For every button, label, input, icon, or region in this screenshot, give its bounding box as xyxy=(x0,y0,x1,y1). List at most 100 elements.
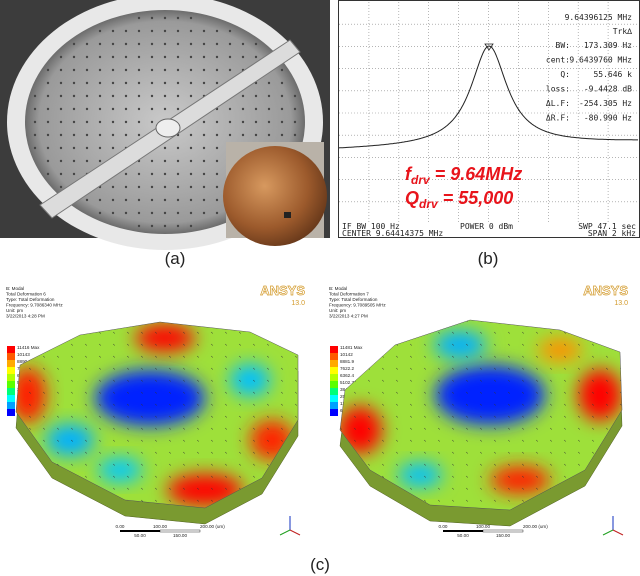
hole xyxy=(60,121,62,123)
legend-swatch xyxy=(330,388,338,395)
hole-mark xyxy=(634,368,636,370)
hole xyxy=(73,82,75,84)
hole-mark xyxy=(606,500,608,502)
hole xyxy=(86,147,88,149)
hole xyxy=(60,134,62,136)
hole-mark xyxy=(340,320,342,322)
scale-bar xyxy=(443,530,483,532)
legend-swatch xyxy=(7,360,15,367)
hole xyxy=(60,95,62,97)
sim-header: Unit: pm xyxy=(329,308,346,313)
hole xyxy=(229,134,231,136)
footer: CENTER 9.64414375 MHz xyxy=(342,229,443,238)
hole xyxy=(99,212,101,214)
hole xyxy=(112,30,114,32)
hole-mark xyxy=(603,320,605,322)
hole xyxy=(99,30,101,32)
hole xyxy=(151,199,153,201)
legend-swatch xyxy=(330,367,338,374)
hole-mark xyxy=(351,500,353,502)
hole-mark xyxy=(225,320,227,322)
hole xyxy=(112,43,114,45)
hole-mark xyxy=(113,320,115,322)
hole xyxy=(216,199,218,201)
hole-mark xyxy=(564,500,566,502)
logo: ANSYS xyxy=(583,283,628,298)
hole-mark xyxy=(351,512,353,514)
hole-mark xyxy=(354,512,356,514)
hole xyxy=(73,108,75,110)
hole-mark xyxy=(337,512,339,514)
hole xyxy=(86,69,88,71)
hole xyxy=(151,95,153,97)
hole-mark xyxy=(424,320,426,322)
hole xyxy=(151,82,153,84)
hole xyxy=(138,121,140,123)
hole xyxy=(138,69,140,71)
hole xyxy=(216,147,218,149)
legend-swatch xyxy=(330,353,338,360)
hole-mark xyxy=(396,512,398,514)
hole-mark xyxy=(606,320,608,322)
legend-swatch xyxy=(7,395,15,402)
hole-mark xyxy=(634,320,636,322)
hole xyxy=(203,121,205,123)
hole-mark xyxy=(309,500,311,502)
hole-mark xyxy=(603,344,605,346)
hole xyxy=(151,160,153,162)
hole xyxy=(60,108,62,110)
logo-version: 13.0 xyxy=(291,300,305,307)
chip xyxy=(284,212,291,218)
hole-mark xyxy=(410,332,412,334)
hole-mark xyxy=(631,476,633,478)
legend-label: 8881.9 xyxy=(340,359,354,364)
hole xyxy=(151,225,153,227)
hole-mark xyxy=(337,464,339,466)
hole xyxy=(177,186,179,188)
hole xyxy=(268,108,270,110)
hole-mark xyxy=(634,332,636,334)
hole-mark xyxy=(337,452,339,454)
hole-mark xyxy=(592,488,594,490)
hole xyxy=(190,56,192,58)
hole-mark xyxy=(323,452,325,454)
hole-mark xyxy=(368,344,370,346)
hole-mark xyxy=(323,476,325,478)
hole-mark xyxy=(57,332,59,334)
hole-mark xyxy=(71,320,73,322)
panel-c: B: ModalTotal Deformation 6Type: Total D… xyxy=(6,283,636,538)
hole-mark xyxy=(463,320,465,322)
hole xyxy=(138,225,140,227)
legend-swatch xyxy=(7,402,15,409)
hole xyxy=(60,173,62,175)
hole-mark xyxy=(29,464,31,466)
hole xyxy=(47,69,49,71)
deformation-zone xyxy=(434,331,486,359)
readout-key: cent: xyxy=(546,56,570,65)
hole-mark xyxy=(127,320,129,322)
hole xyxy=(190,199,192,201)
hole-mark xyxy=(15,332,17,334)
hole-mark xyxy=(603,332,605,334)
hole-mark xyxy=(323,440,325,442)
hole-mark xyxy=(547,512,549,514)
hole-mark xyxy=(631,512,633,514)
hole xyxy=(294,134,296,136)
legend-swatch xyxy=(330,395,338,402)
scale-label: 150.00 xyxy=(173,533,187,538)
hole xyxy=(164,147,166,149)
hole xyxy=(151,69,153,71)
hole-mark xyxy=(15,500,17,502)
hole-mark xyxy=(589,332,591,334)
hole xyxy=(73,134,75,136)
annotation-subscript: drv xyxy=(419,197,439,211)
hole-mark xyxy=(15,320,17,322)
hole xyxy=(138,95,140,97)
hole xyxy=(164,56,166,58)
hole xyxy=(164,69,166,71)
hole-mark xyxy=(323,332,325,334)
hole-mark xyxy=(337,476,339,478)
hole xyxy=(203,186,205,188)
hole-mark xyxy=(340,332,342,334)
deformation-zone xyxy=(398,463,442,487)
